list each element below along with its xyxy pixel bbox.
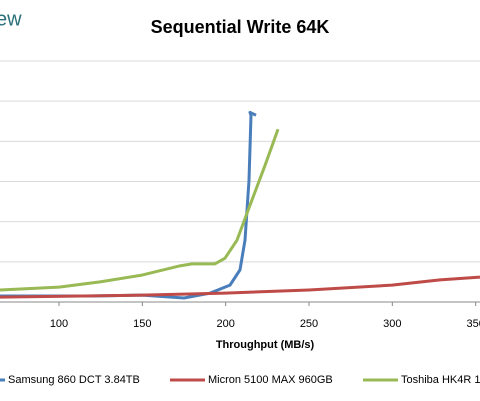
- x-tick-label: 250: [300, 318, 318, 330]
- x-tick-label: 200: [216, 318, 234, 330]
- series-line: [0, 275, 480, 299]
- series-line: [0, 110, 257, 300]
- x-tick-label: 100: [50, 318, 68, 330]
- x-tick-label: 350: [466, 318, 480, 330]
- legend-label: Toshiba HK4R 1.: [401, 374, 480, 386]
- x-axis-title: Throughput (MB/s): [216, 339, 315, 351]
- x-tick-label: 150: [133, 318, 151, 330]
- logo-text: ew: [0, 8, 22, 30]
- legend-label: Micron 5100 MAX 960GB: [208, 374, 333, 386]
- chart-title: Sequential Write 64K: [151, 17, 330, 37]
- series-line: [0, 128, 280, 292]
- x-tick-label: 300: [383, 318, 401, 330]
- legend-label: Samsung 860 DCT 3.84TB: [8, 374, 140, 386]
